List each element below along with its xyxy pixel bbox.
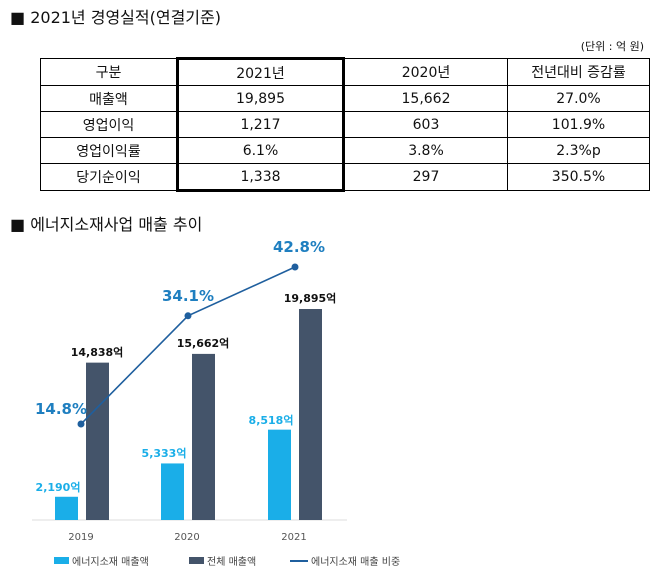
table-cell: 매출액 xyxy=(40,85,178,112)
energy-sales-bar xyxy=(161,463,184,520)
table-cell: 2.3%p xyxy=(507,137,650,164)
unit-note: (단위 : 억 원) xyxy=(580,40,644,53)
table-cell: 297 xyxy=(343,163,508,191)
total-sales-label: 14,838억 xyxy=(70,345,124,359)
legend-label: 에너지소재 매출 비중 xyxy=(311,557,401,568)
table-cell: 27.0% xyxy=(507,85,650,112)
section-title-energy: ■ 에너지소재사업 매출 추이 xyxy=(10,215,203,234)
legend-item: 에너지소재 매출 비중 xyxy=(290,553,400,568)
legend-item: 에너지소재 매출액 xyxy=(54,553,149,568)
table-cell: 19,895 xyxy=(176,85,345,112)
table-row: 매출액 19,895 15,662 27.0% xyxy=(40,85,650,112)
share-label: 34.1% xyxy=(161,286,215,305)
energy-sales-label: 5,333억 xyxy=(141,447,187,461)
legend-item: 전체 매출액 xyxy=(189,553,256,568)
table-cell: 15,662 xyxy=(343,85,508,112)
total-sales-label: 19,895억 xyxy=(283,292,337,305)
share-point xyxy=(184,312,192,320)
share-label: 42.8% xyxy=(272,238,326,257)
section-title-results: ■ 2021년 경영실적(연결기준) xyxy=(10,8,221,27)
table-cell: 영업이익률 xyxy=(40,137,178,164)
total-sales-label: 15,662억 xyxy=(176,336,230,350)
total-sales-bar xyxy=(192,353,215,520)
legend-label: 전체 매출액 xyxy=(207,557,257,568)
share-point xyxy=(291,263,299,271)
share-label: 14.8% xyxy=(34,400,88,419)
energy-sales-label: 2,190억 xyxy=(35,480,81,494)
x-tick-label: 2021 xyxy=(281,532,307,543)
legend-bar-swatch xyxy=(54,557,69,564)
table-row: 영업이익률 6.1% 3.8% 2.3%p xyxy=(40,137,650,164)
table-cell: 당기순이익 xyxy=(40,163,178,191)
legend-bar-swatch xyxy=(189,557,204,564)
table-cell: 350.5% xyxy=(507,163,650,191)
legend-label: 에너지소재 매출액 xyxy=(72,557,149,568)
energy-sales-bar xyxy=(268,429,291,520)
results-table: 구분 2021년 2020년 전년대비 증감률 매출액 19,895 15,662 27.0%… xyxy=(40,57,650,192)
legend-line-swatch xyxy=(290,559,308,562)
total-sales-bar xyxy=(86,362,109,520)
table-cell: 1,338 xyxy=(176,163,345,192)
table-header-cell: 전년대비 증감률 xyxy=(507,58,650,86)
x-tick-label: 2019 xyxy=(68,532,94,543)
energy-sales-label: 8,518억 xyxy=(248,413,294,427)
energy-sales-bar xyxy=(55,496,78,520)
share-point xyxy=(77,420,85,428)
table-header-row: 구분 2021년 2020년 전년대비 증감률 xyxy=(40,57,650,86)
table-row: 당기순이익 1,338 297 350.5% xyxy=(40,163,650,192)
total-sales-bar xyxy=(299,309,322,520)
x-tick-label: 2020 xyxy=(174,532,200,543)
table-cell: 1,217 xyxy=(176,111,345,138)
